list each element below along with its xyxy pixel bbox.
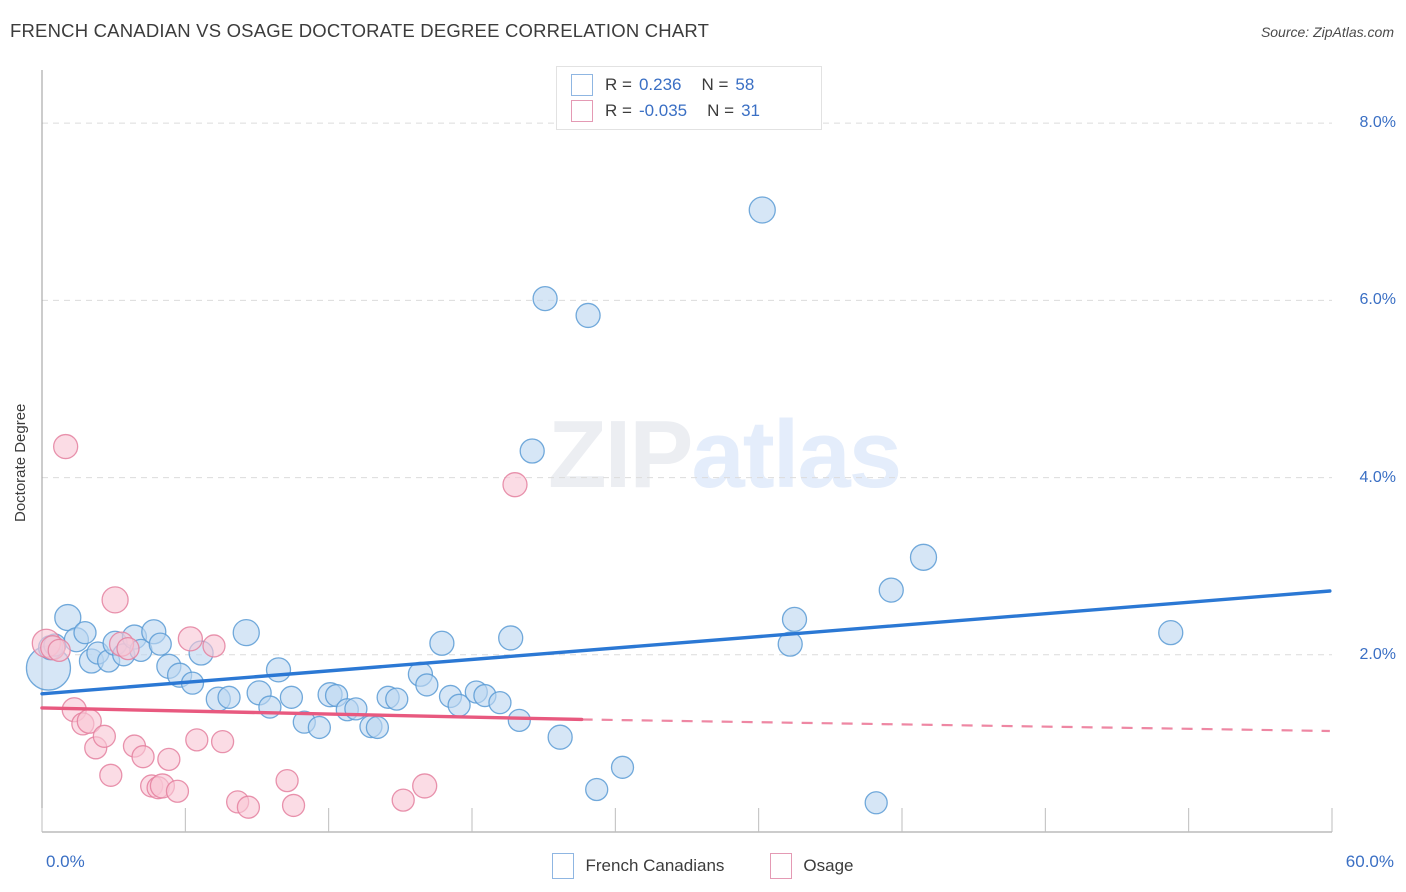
data-point-french-canadians[interactable] [73,620,97,645]
data-point-osage[interactable] [275,768,299,793]
data-point-french-canadians[interactable] [279,685,304,709]
data-point-osage[interactable] [177,626,204,652]
data-point-french-canadians[interactable] [532,285,558,312]
data-point-osage[interactable] [116,636,140,661]
data-point-french-canadians[interactable] [585,777,609,802]
series-legend-item-osage[interactable]: Osage [770,853,854,879]
legend-n-value-pink: 31 [741,101,760,120]
plot-area [25,70,1333,833]
x-tick-max: 60.0% [1345,852,1394,871]
series-label-osage: Osage [803,856,854,875]
data-point-osage[interactable] [47,638,71,663]
legend-r-value-pink: -0.035 [638,101,688,120]
data-point-osage[interactable] [99,763,123,787]
y-axis-label: Doctorate Degree [12,403,29,523]
data-point-french-canadians[interactable] [365,715,390,740]
source-attribution: Source: ZipAtlas.com [1260,24,1394,40]
data-point-french-canadians[interactable] [878,577,904,603]
data-point-osage[interactable] [412,773,438,799]
data-point-french-canadians[interactable] [307,715,332,740]
data-point-french-canadians[interactable] [748,196,776,224]
series-label-french-canadians: French Canadians [585,856,725,875]
y-tick-label: 4.0% [1359,468,1396,486]
data-point-osage[interactable] [185,728,209,752]
x-tick-min: 0.0% [46,852,85,871]
data-point-french-canadians[interactable] [265,657,292,683]
legend-r-value-blue: 0.236 [638,75,682,94]
data-point-french-canadians[interactable] [429,630,455,656]
legend-swatch-pink [571,100,593,122]
data-point-french-canadians[interactable] [610,755,635,779]
data-point-osage[interactable] [52,433,79,460]
y-tick-label: 8.0% [1359,114,1396,132]
data-point-osage[interactable] [210,729,235,754]
series-legend-item-french-canadians[interactable]: French Canadians [552,853,724,879]
data-point-french-canadians[interactable] [344,697,368,721]
data-point-french-canadians[interactable] [575,302,601,329]
y-tick-label: 2.0% [1359,645,1396,663]
page-title: FRENCH CANADIAN VS OSAGE DOCTORATE DEGRE… [10,20,710,41]
legend-swatch-blue [571,74,593,96]
data-point-french-canadians[interactable] [415,673,439,697]
legend-n-value-blue: 58 [735,75,755,94]
data-point-french-canadians[interactable] [864,791,888,815]
data-point-french-canadians[interactable] [217,685,241,709]
data-point-french-canadians[interactable] [488,690,512,715]
data-point-osage[interactable] [131,745,155,769]
data-point-osage[interactable] [101,586,129,614]
data-point-osage[interactable] [236,795,261,819]
data-point-osage[interactable] [391,788,415,812]
data-point-osage[interactable] [92,724,116,748]
scatter-plot-svg [25,70,1333,833]
data-point-french-canadians[interactable] [777,631,803,657]
y-tick-label: 6.0% [1359,291,1396,309]
data-point-osage[interactable] [202,634,226,658]
series-swatch-pink [770,853,793,879]
data-point-osage[interactable] [281,793,306,818]
data-point-french-canadians[interactable] [507,708,531,733]
trend-line-french-canadians [40,589,1332,696]
data-point-french-canadians[interactable] [498,625,524,651]
data-point-french-canadians[interactable] [519,438,545,464]
legend-row-french-canadians: R = 0.236 N = 58 [571,73,754,97]
data-point-french-canadians[interactable] [781,606,808,632]
legend-row-osage: R = -0.035 N = 31 [571,99,760,123]
legend-r-label-pink: R = [605,101,632,120]
data-point-french-canadians[interactable] [547,724,573,750]
data-point-french-canadians[interactable] [258,695,282,719]
data-point-osage[interactable] [157,747,181,771]
data-point-french-canadians[interactable] [1158,619,1184,646]
series-swatch-blue [552,853,575,879]
data-point-osage[interactable] [165,779,190,803]
correlation-legend: R = 0.236 N = 58 R = -0.035 N = 31 [556,66,822,130]
trend-line-osage [40,706,584,722]
trend-line-osage-extension [581,718,1330,733]
data-point-french-canadians[interactable] [385,687,409,711]
series-legend: French Canadians Osage [0,848,1406,884]
data-point-french-canadians[interactable] [148,632,172,656]
legend-r-label-blue: R = [605,75,632,94]
data-point-french-canadians[interactable] [232,618,260,647]
data-point-french-canadians[interactable] [909,543,938,571]
legend-n-label-pink: N = [707,101,735,120]
data-point-osage[interactable] [502,472,528,498]
legend-n-label-blue: N = [701,75,729,94]
